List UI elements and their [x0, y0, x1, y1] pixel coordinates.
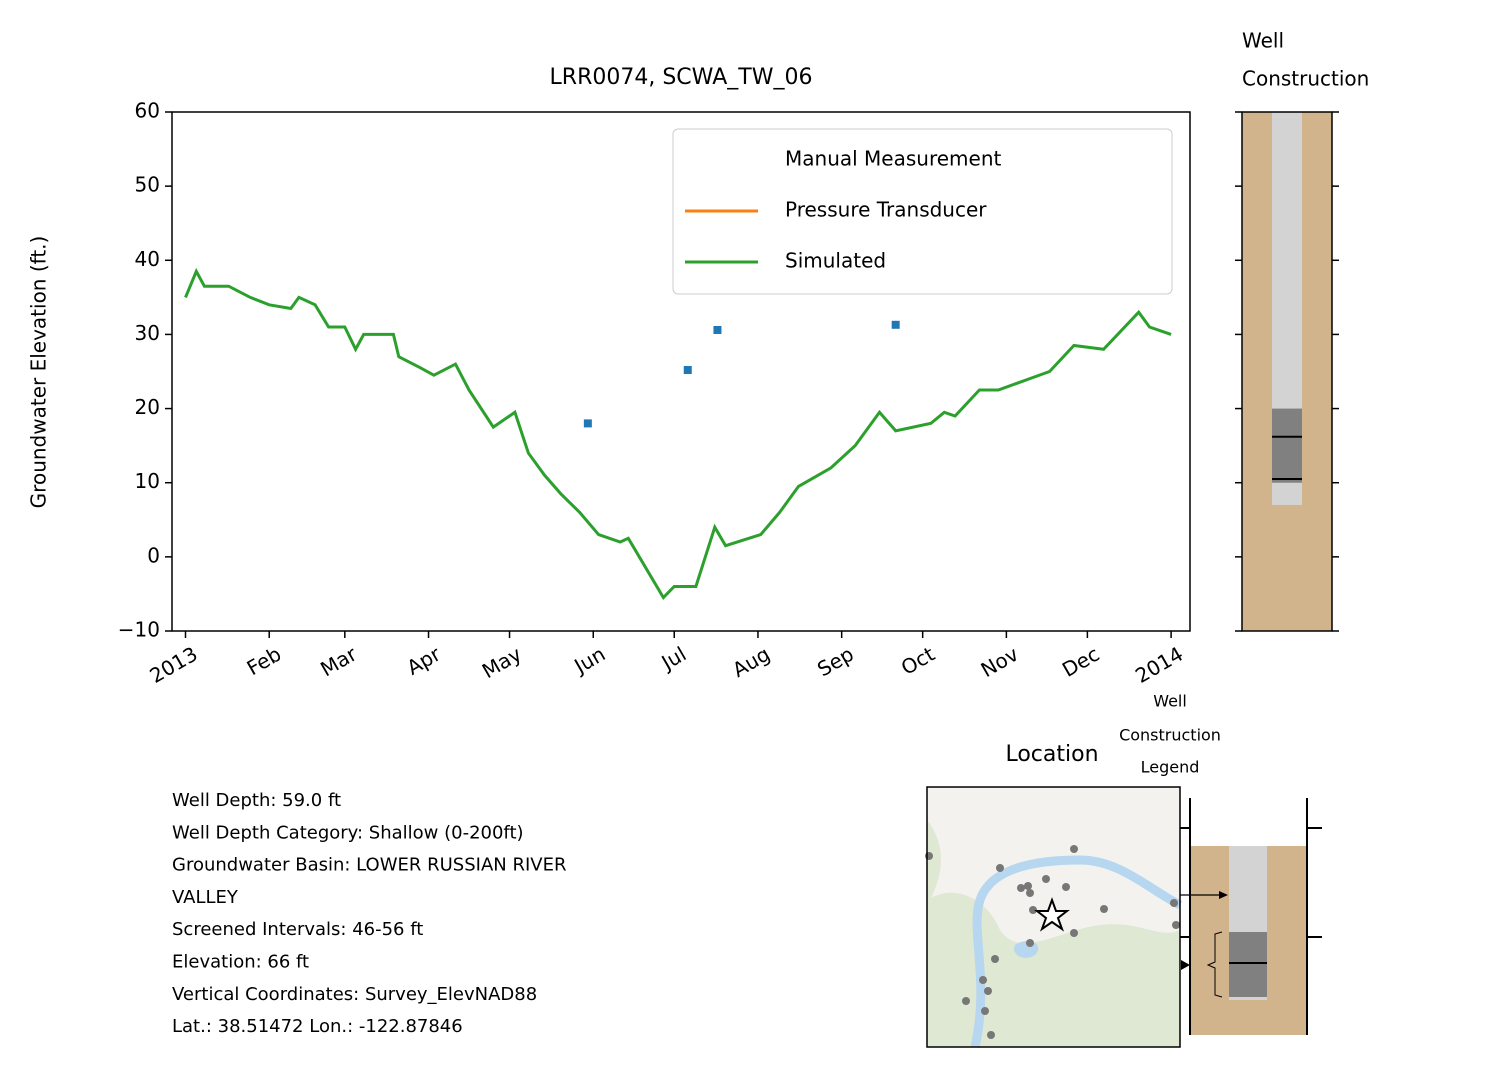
y-tick-label: 10	[135, 469, 160, 493]
manual-point	[891, 320, 900, 329]
screen	[1272, 408, 1302, 483]
info-line: Well Depth: 59.0 ft	[172, 790, 341, 811]
location-title: Location	[1005, 742, 1098, 767]
info-line: Groundwater Basin: LOWER RUSSIAN RIVER	[172, 855, 566, 876]
y-tick-label: 20	[135, 395, 160, 419]
x-tick-label: Nov	[977, 642, 1023, 682]
y-tick-label: 50	[135, 173, 160, 197]
x-tick-label: Jul	[656, 642, 691, 676]
info-line: Screened Intervals: 46-56 ft	[172, 919, 423, 940]
x-tick-label: Feb	[243, 642, 286, 680]
manual-point	[713, 325, 722, 334]
info-line: Well Depth Category: Shallow (0-200ft)	[172, 822, 524, 843]
legend-panel-title: Legend	[1141, 758, 1200, 777]
x-tick-label: Apr	[403, 641, 446, 679]
x-tick-label: Dec	[1058, 642, 1104, 682]
legend-panel-title: Construction	[1119, 726, 1221, 745]
y-axis-label: Groundwater Elevation (ft.)	[27, 236, 51, 509]
x-tick-label: 2014	[1131, 642, 1187, 688]
legend-diagram: Well Construction Legend	[1119, 692, 1322, 1035]
x-tick-label: May	[478, 642, 526, 684]
legend-label: Manual Measurement	[785, 147, 1001, 171]
map-frame	[926, 786, 1181, 1048]
y-tick-label: 60	[135, 99, 160, 123]
x-tick-label: 2013	[146, 642, 202, 688]
well-star	[1034, 897, 1070, 932]
legend-label: Pressure Transducer	[785, 198, 987, 222]
info-line: Vertical Coordinates: Survey_ElevNAD88	[172, 984, 537, 1005]
manual-point	[583, 419, 592, 428]
x-tick-label: Aug	[728, 642, 774, 682]
x-tick-label: Oct	[897, 642, 939, 680]
info-line: Lat.: 38.51472 Lon.: -122.87846	[172, 1016, 463, 1037]
legend-arrowhead	[1219, 891, 1228, 899]
legend-bracket	[1206, 931, 1223, 998]
well-construction: Well Construction	[1235, 29, 1369, 632]
map-points	[925, 845, 1180, 1039]
y-tick-label: −10	[118, 618, 160, 642]
legend-panel-title: Well	[1153, 692, 1187, 711]
series-line	[184, 267, 1172, 601]
map-terrain	[927, 820, 942, 920]
axes-frame	[171, 111, 1191, 632]
well-title: Construction	[1242, 67, 1369, 91]
legend-box	[672, 128, 1173, 295]
legend-label: Simulated	[785, 249, 886, 273]
legend-arrowhead	[1181, 960, 1190, 970]
x-tick-label: Jun	[569, 642, 610, 679]
well-title: Well	[1242, 29, 1284, 53]
y-tick-label: 40	[135, 247, 160, 271]
info-text: Well Depth: 59.0 ft Well Depth Category: …	[172, 790, 566, 1037]
info-line: Elevation: 66 ft	[172, 952, 309, 973]
x-tick-label: Sep	[813, 642, 858, 682]
map-terrain	[927, 892, 1180, 1047]
x-tick-label: Mar	[316, 641, 361, 681]
y-tick-label: 0	[147, 543, 160, 567]
info-line: VALLEY	[172, 887, 239, 908]
y-tick-label: 30	[135, 321, 160, 345]
manual-point	[683, 366, 692, 375]
well-frame	[1241, 111, 1333, 632]
legend: Manual Measurement Pressure Transducer Sim…	[685, 147, 1001, 273]
location-map	[925, 786, 1183, 1048]
map-river	[970, 855, 1183, 1048]
chart-title: LRR0074, SCWA_TW_06	[550, 65, 813, 90]
legend-screen	[1229, 932, 1267, 997]
